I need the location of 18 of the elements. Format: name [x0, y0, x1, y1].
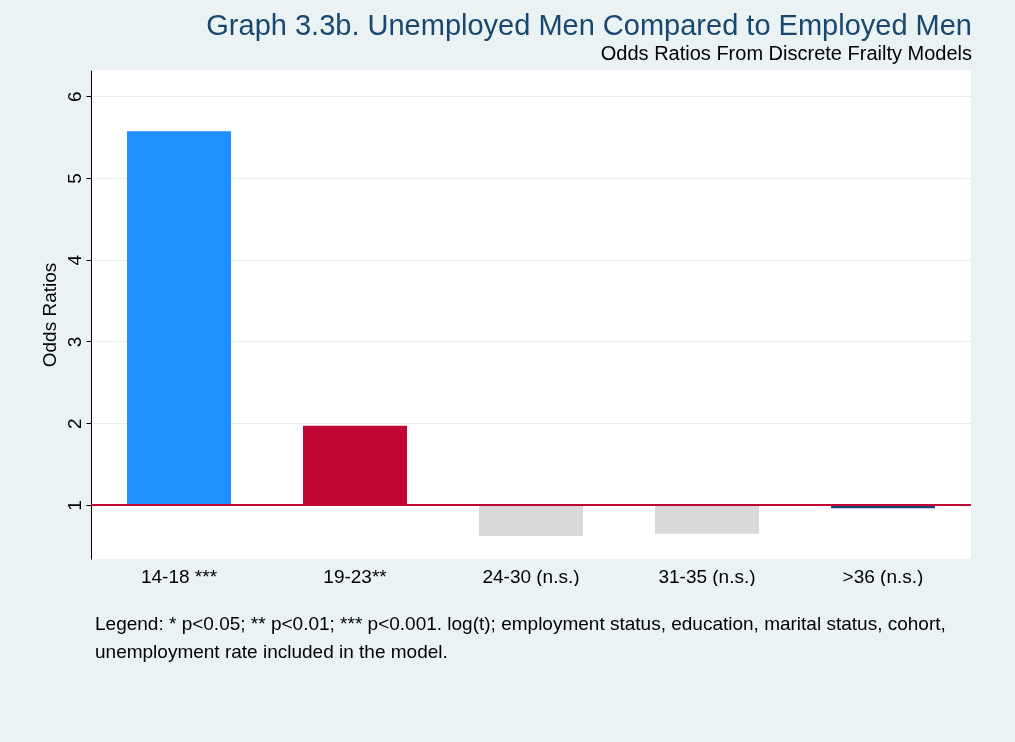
y-tick-label: 1: [63, 500, 85, 511]
bar: [127, 131, 231, 506]
x-tick-label: 19-23**: [323, 565, 388, 587]
y-tick-label: 6: [63, 91, 85, 102]
text: Legend: * p<0.05; ** p<0.01; *** p<0.001. log(t); employment status, education, marital status, cohort, unemployment rate included in the model.: [95, 612, 947, 664]
chart-title: Graph 3.3b. Unemployed Men Compared to Employed Men: [206, 9, 972, 41]
x-tick-label: 24-30 (n.s.): [482, 565, 580, 587]
y-tick-label: 5: [63, 173, 85, 184]
y-tick-label: 4: [63, 254, 85, 266]
x-tick-label: 31-35 (n.s.): [658, 565, 756, 587]
x-tick-label: >36 (n.s.): [842, 565, 924, 587]
y-tick-label: 3: [63, 336, 85, 348]
x-tick-label: 14-18 ***: [140, 565, 218, 587]
bar: [655, 505, 759, 534]
bar: [479, 505, 583, 537]
y-tick-label: 2: [63, 418, 85, 430]
y-axis-title: Odds Ratios: [38, 262, 60, 368]
chart-subtitle: Odds Ratios From Discrete Frailty Models: [600, 42, 972, 64]
